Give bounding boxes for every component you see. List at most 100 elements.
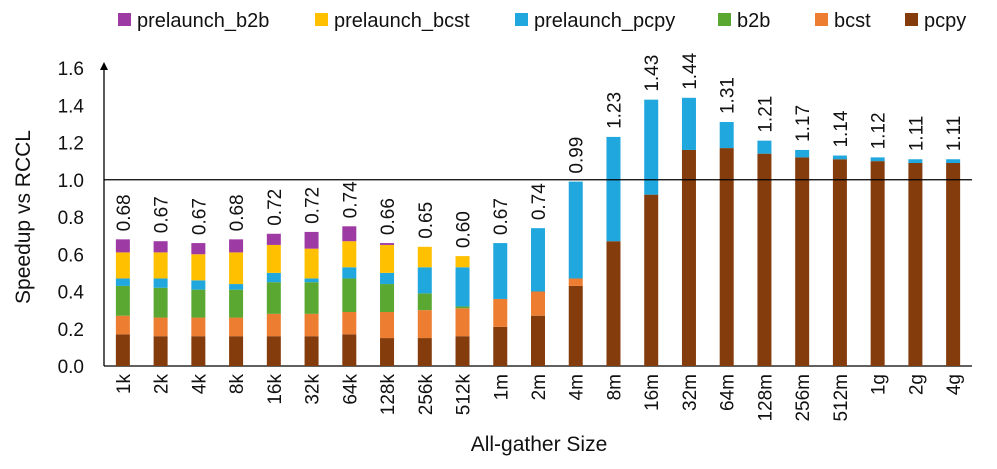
bar-segment-prelaunch-bcst	[115, 252, 130, 279]
bar-segment-bcst	[455, 308, 470, 337]
total-label: 0.99	[567, 137, 588, 174]
total-label: 0.60	[454, 211, 475, 248]
bar-segment-prelaunch-bcst	[229, 252, 244, 285]
bar-segment-pcpy	[757, 153, 772, 366]
bar-segment-pcpy	[417, 338, 432, 366]
x-tick-label: 64k	[340, 374, 361, 405]
bar-segment-prelaunch-bcst	[191, 254, 206, 281]
bar-segment-prelaunch-pcpy	[417, 267, 432, 294]
bar-segment-pcpy	[380, 338, 395, 366]
legend-label-prelaunch-pcpy: prelaunch_pcpy	[534, 10, 675, 32]
legend-label-bcst: bcst	[834, 10, 871, 32]
legend-label-prelaunch-b2b: prelaunch_b2b	[137, 10, 269, 32]
x-axis-title: All-gather Size	[471, 433, 608, 456]
x-tick-label: 2k	[152, 374, 173, 395]
bar-segment-bcst	[153, 317, 168, 337]
total-label: 1.11	[906, 116, 927, 152]
x-tick-label: 1g	[869, 374, 890, 395]
bars	[115, 97, 961, 366]
bar-segment-prelaunch-pcpy	[229, 284, 244, 290]
y-tick-label: 0.4	[58, 283, 85, 304]
x-tick-label: 512m	[831, 374, 852, 422]
y-axis-arrow	[100, 62, 108, 70]
bar-segment-prelaunch-pcpy	[153, 278, 168, 288]
bar-segment-pcpy	[153, 336, 168, 366]
bar-segment-pcpy	[304, 336, 319, 366]
x-tick-label: 4m	[567, 374, 588, 400]
total-label: 0.68	[114, 194, 135, 231]
bar-segment-prelaunch-bcst	[417, 246, 432, 268]
x-tick-label: 256m	[793, 374, 814, 422]
total-label: 0.72	[265, 189, 286, 226]
bar-segment-prelaunch-b2b	[342, 226, 357, 242]
bar-segment-pcpy	[832, 159, 847, 366]
bar-segment-b2b	[266, 282, 281, 314]
bar-segment-pcpy	[568, 285, 583, 366]
y-tick-label: 0.2	[58, 320, 84, 341]
total-label: 0.67	[491, 198, 512, 235]
bar-segment-bcst	[304, 313, 319, 337]
bar-segment-prelaunch-bcst	[153, 252, 168, 279]
total-label: 1.43	[642, 55, 663, 92]
bar-segment-prelaunch-pcpy	[757, 140, 772, 154]
bar-segment-bcst	[342, 311, 357, 335]
x-tick-label: 1k	[114, 374, 135, 395]
bar-segment-bcst	[191, 317, 206, 337]
total-label: 0.67	[189, 198, 210, 235]
bar-segment-pcpy	[908, 162, 923, 366]
bar-segment-pcpy	[644, 194, 659, 366]
x-tick-label: 8k	[227, 374, 248, 395]
legend-swatch-prelaunch-b2b	[118, 13, 131, 26]
legend-label-pcpy: pcpy	[924, 10, 966, 32]
bar-segment-pcpy	[795, 157, 810, 366]
bar-segment-b2b	[115, 285, 130, 316]
legend-swatch-prelaunch-pcpy	[515, 13, 528, 26]
total-label: 1.17	[793, 105, 814, 142]
x-tick-label: 32m	[680, 374, 701, 411]
total-labels: 0.68 0.67 0.67 0.68 0.72 0.72 0.74 0.66 0.65 0.60…	[114, 52, 965, 248]
bar-segment-prelaunch-pcpy	[644, 99, 659, 195]
y-tick-label: 1.6	[58, 59, 84, 80]
x-tick-label: 256k	[416, 374, 437, 416]
total-label: 1.14	[831, 110, 852, 147]
bar-segment-bcst	[493, 298, 508, 327]
bar-segment-prelaunch-pcpy	[115, 278, 130, 286]
total-label: 0.74	[529, 183, 550, 220]
y-tick-label: 0.8	[58, 208, 84, 229]
y-tick-label: 0.6	[58, 245, 84, 266]
y-axis-title: Speedup vs RCCL	[12, 130, 35, 304]
y-tick-label: 1.2	[58, 134, 84, 155]
bar-segment-prelaunch-bcst	[266, 244, 281, 273]
bar-segment-bcst	[229, 317, 244, 337]
bar-segment-prelaunch-b2b	[191, 243, 206, 255]
bar-segment-bcst	[266, 313, 281, 337]
total-label: 0.74	[340, 181, 361, 218]
total-label: 0.65	[416, 202, 437, 239]
total-label: 0.68	[227, 194, 248, 231]
x-tick-label: 16m	[642, 374, 663, 411]
bar-segment-prelaunch-pcpy	[304, 278, 319, 283]
bar-segment-prelaunch-b2b	[304, 231, 319, 249]
bar-segment-prelaunch-pcpy	[908, 159, 923, 163]
bar-segment-pcpy	[606, 241, 621, 366]
bar-segment-pcpy	[266, 336, 281, 366]
bar-segment-prelaunch-bcst	[342, 241, 357, 268]
x-tick-label: 128m	[755, 374, 776, 422]
bar-segment-b2b	[380, 284, 395, 312]
bar-segment-prelaunch-bcst	[380, 244, 395, 273]
bar-segment-prelaunch-pcpy	[455, 267, 470, 307]
legend-swatch-pcpy	[905, 13, 918, 26]
bar-segment-b2b	[229, 289, 244, 318]
bar-segment-prelaunch-pcpy	[681, 97, 696, 150]
bar-segment-pcpy	[719, 148, 734, 366]
total-label: 1.44	[680, 52, 701, 89]
bar-segment-pcpy	[531, 315, 545, 366]
total-label: 0.67	[152, 196, 173, 233]
bar-segment-prelaunch-bcst	[455, 256, 470, 268]
bar-segment-b2b	[191, 289, 206, 318]
x-tick-label: 4g	[944, 374, 965, 395]
legend-swatch-prelaunch-bcst	[315, 13, 328, 26]
total-label: 1.21	[755, 96, 776, 133]
bar-segment-pcpy	[191, 336, 206, 366]
